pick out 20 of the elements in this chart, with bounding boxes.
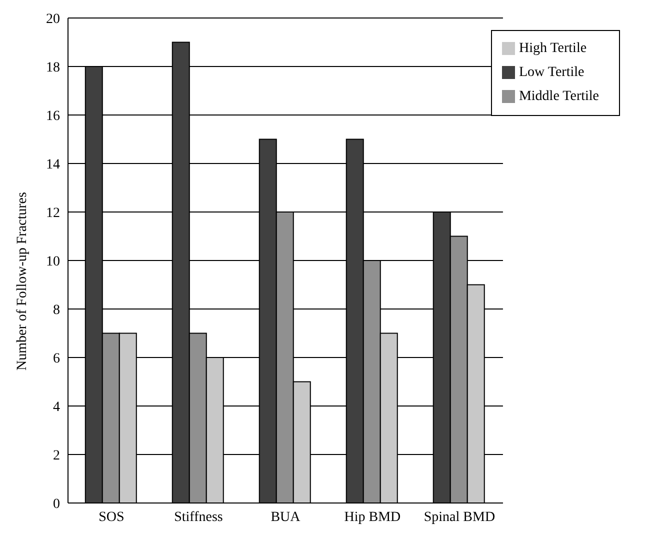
y-tick-label: 18 [46,60,60,76]
x-tick-label: Stiffness [174,510,223,525]
legend-label: High Tertile [518,41,587,56]
x-tick-label: Spinal BMD [424,510,496,525]
y-tick-label: 16 [46,108,60,124]
y-tick-label: 6 [53,351,60,366]
y-tick-label: 20 [46,12,60,27]
y-tick-label: 8 [53,302,60,318]
y-axis-title: Number of Follow-up Fractures [14,192,30,370]
y-tick-label: 2 [53,448,60,464]
x-tick-label: Hip BMD [344,510,401,525]
y-tick-label: 12 [46,206,60,221]
y-tick-label: 0 [53,496,60,512]
legend-label: Middle Tertile [518,89,599,104]
x-tick-label: SOS [98,510,124,525]
x-tick-label: BUA [270,510,302,525]
y-tick-label: 4 [53,400,60,415]
legend-label: Low Tertile [518,65,584,80]
y-tick-label: 10 [46,254,60,270]
y-tick-label: 14 [46,157,60,172]
